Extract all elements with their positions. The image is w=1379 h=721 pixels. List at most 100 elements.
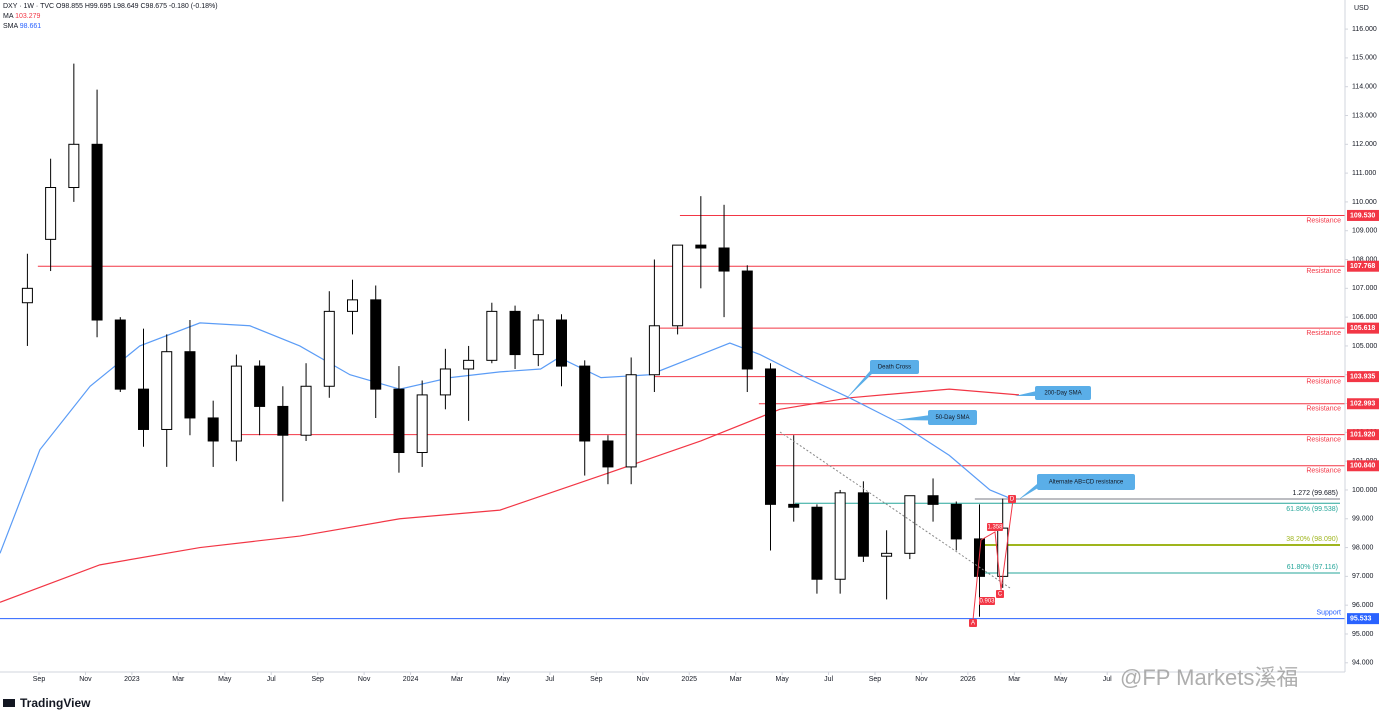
level-tag-label: 109.530	[1350, 212, 1375, 219]
candle-body	[370, 299, 382, 390]
candle-body	[68, 143, 80, 189]
y-tick-label: 112.000	[1352, 141, 1377, 148]
candle-body	[347, 299, 359, 312]
x-tick-label: 2024	[403, 676, 419, 683]
level-text: Resistance	[1306, 436, 1341, 443]
candle-body	[950, 503, 962, 540]
candle-body	[21, 287, 33, 304]
y-tick-label: 113.000	[1352, 112, 1377, 119]
level-tag	[1347, 429, 1379, 441]
x-tick-label: Jul	[267, 676, 276, 683]
x-tick-label: Jul	[545, 676, 554, 683]
candle-body	[602, 440, 614, 468]
callout-pointer	[1018, 479, 1043, 500]
x-tick-label: Mar	[1008, 676, 1021, 683]
level-tag	[1347, 460, 1379, 472]
ma-name: MA	[3, 13, 14, 20]
pattern-label: 1.358	[987, 525, 1003, 531]
callout-pointer	[845, 364, 876, 400]
pattern-label: D	[1010, 497, 1015, 503]
candle-body	[439, 368, 451, 396]
pattern-label: A	[971, 621, 975, 627]
y-tick-label: 106.000	[1352, 314, 1377, 321]
level-text: Resistance	[1306, 406, 1341, 413]
callout-text: Death Cross	[878, 365, 911, 371]
level-tag	[1347, 209, 1379, 221]
fib-label: 61.80% (97.116)	[1287, 564, 1338, 571]
y-tick-label: 109.000	[1352, 228, 1377, 235]
x-tick-label: Nov	[79, 676, 92, 683]
candle-body	[138, 388, 150, 430]
pattern-tag	[969, 619, 977, 627]
pattern-label: C	[998, 592, 1003, 598]
x-tick-label: May	[1054, 676, 1068, 683]
level-tag	[1347, 371, 1379, 383]
candle-body	[648, 325, 660, 376]
brand: TradingView	[20, 696, 91, 710]
level-tag-label: 102.993	[1350, 401, 1375, 408]
x-tick-label: Sep	[869, 676, 882, 683]
quote: O98.855 H99.695 L98.649 C98.675 -0.180 (…	[56, 3, 218, 10]
callout-text: 50-Day SMA	[935, 415, 969, 421]
level-tag	[1347, 613, 1379, 625]
currency: USD	[1354, 5, 1369, 12]
candle-body	[393, 388, 405, 454]
sma-value: 98.661	[20, 23, 42, 30]
candle-body	[277, 405, 289, 436]
brand-logo: TradingView	[3, 696, 91, 710]
level-tag-label: 105.618	[1350, 325, 1375, 332]
pattern-tag	[1008, 495, 1016, 503]
y-tick-label: 98.000	[1352, 544, 1374, 551]
candle-body	[230, 365, 242, 442]
fib-label: 61.80% (99.538)	[1286, 506, 1338, 513]
candle-body	[254, 365, 266, 407]
x-tick-label: May	[775, 676, 789, 683]
candle-body	[416, 394, 428, 454]
candle-body	[463, 359, 475, 370]
x-tick-label: Mar	[451, 676, 464, 683]
pattern-tag	[979, 597, 995, 605]
x-tick-label: Nov	[637, 676, 650, 683]
x-tick-label: Mar	[172, 676, 185, 683]
level-text: Support	[1316, 609, 1341, 616]
candle-body	[532, 319, 544, 356]
candle-body	[114, 319, 126, 390]
symbol: DXY · 1W · TVC	[3, 3, 54, 10]
candle-body	[556, 319, 568, 367]
level-tag-label: 100.840	[1350, 463, 1375, 470]
y-tick-label: 95.000	[1352, 631, 1374, 638]
candle-body	[857, 492, 869, 557]
callout-text: 200-Day SMA	[1044, 391, 1081, 397]
level-tag-label: 103.935	[1350, 373, 1375, 380]
x-tick-label: 2026	[960, 676, 976, 683]
plot	[0, 63, 1345, 620]
header-sma: SMA 98.661	[3, 23, 41, 30]
level-tag-label: 95.533	[1350, 615, 1372, 622]
candle-body	[579, 365, 591, 442]
header-line: DXY · 1W · TVC O98.855 H99.695 L98.649 C…	[3, 3, 218, 10]
pattern-label: 0.903	[979, 599, 995, 605]
x-tick-label: May	[497, 676, 511, 683]
y-tick-label: 97.000	[1352, 573, 1374, 580]
fib-label: 1.272 (99.685)	[1292, 490, 1338, 497]
candle-body	[881, 552, 893, 557]
candle-body	[672, 244, 684, 327]
candle-body	[718, 247, 730, 272]
x-tick-label: Jul	[1103, 676, 1112, 683]
sma-name: SMA	[3, 23, 19, 30]
callout-pointer	[1015, 390, 1041, 396]
x-tick-label: Nov	[358, 676, 371, 683]
candle-body	[161, 351, 173, 430]
callout-box	[1035, 386, 1091, 400]
x-tick-label: 2025	[681, 676, 697, 683]
candle-body	[834, 492, 846, 580]
x-tick-label: Nov	[915, 676, 928, 683]
x-tick-label: Sep	[33, 676, 46, 683]
candle-body	[764, 368, 776, 505]
level-tag-label: 107.768	[1350, 263, 1375, 270]
callout-text: Alternate AB=CD resistance	[1049, 480, 1124, 486]
pattern-tag	[996, 590, 1004, 598]
